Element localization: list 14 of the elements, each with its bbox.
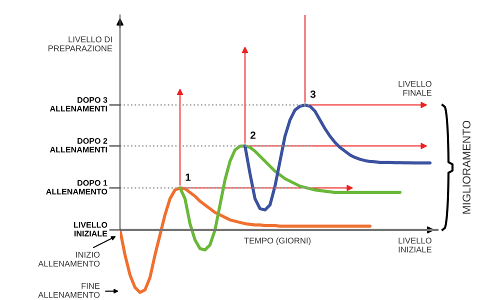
annotation: 1 [186,174,191,181]
text: INIZIO ALLENAMENTO [38,252,100,267]
text: LIVELLO FINALE [398,80,432,96]
ref-line-label: DOPO 3 ALLENAMENTI [50,97,108,112]
ref-line-label: DOPO 1 ALLENAMENTO [46,180,108,194]
text: MIGLIORAMENTO [462,120,470,214]
annotation: 2 [250,132,256,139]
x-axis-title: TEMPO (GIORNI) [244,237,311,246]
text: FINE ALLENAMENTO [38,283,100,298]
text: 3 [310,90,316,98]
ref-line-label: DOPO 2 ALLENAMENTI [50,138,108,152]
annotation: LIVELLO INIZIALE [398,238,432,252]
text: LIVELLO DI PREPARAZIONE [48,36,112,52]
ref-line-label: LIVELLO INIZIALE [74,222,108,236]
